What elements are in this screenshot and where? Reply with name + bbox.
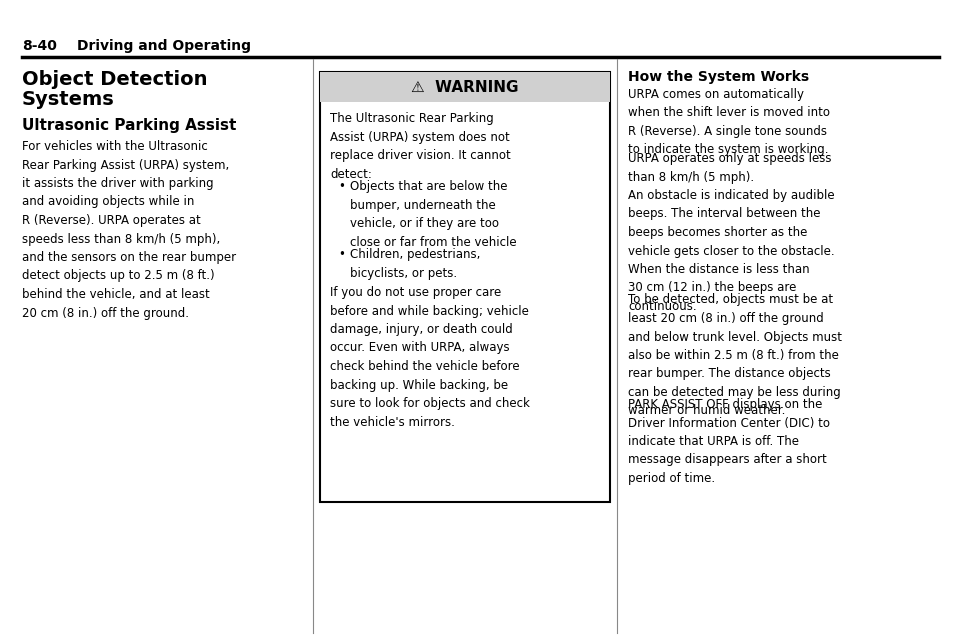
Text: For vehicles with the Ultrasonic
Rear Parking Assist (URPA) system,
it assists t: For vehicles with the Ultrasonic Rear Pa…: [22, 140, 236, 320]
Text: How the System Works: How the System Works: [627, 70, 808, 84]
Text: Children, pedestrians,
bicyclists, or pets.: Children, pedestrians, bicyclists, or pe…: [350, 248, 480, 279]
Text: •: •: [337, 180, 345, 193]
Text: Object Detection: Object Detection: [22, 70, 208, 89]
Text: Objects that are below the
bumper, underneath the
vehicle, or if they are too
cl: Objects that are below the bumper, under…: [350, 180, 517, 248]
Text: URPA comes on automatically
when the shift lever is moved into
R (Reverse). A si: URPA comes on automatically when the shi…: [627, 88, 829, 156]
Text: The Ultrasonic Rear Parking
Assist (URPA) system does not
replace driver vision.: The Ultrasonic Rear Parking Assist (URPA…: [330, 112, 510, 181]
Text: ⚠  WARNING: ⚠ WARNING: [411, 80, 518, 94]
Text: Ultrasonic Parking Assist: Ultrasonic Parking Assist: [22, 118, 236, 133]
Text: An obstacle is indicated by audible
beeps. The interval between the
beeps become: An obstacle is indicated by audible beep…: [627, 189, 834, 313]
Text: Systems: Systems: [22, 90, 114, 109]
Text: 8-40: 8-40: [22, 39, 57, 53]
Bar: [319, 72, 609, 102]
Text: Driving and Operating: Driving and Operating: [77, 39, 251, 53]
Text: •: •: [337, 248, 345, 261]
Text: URPA operates only at speeds less
than 8 km/h (5 mph).: URPA operates only at speeds less than 8…: [627, 152, 831, 184]
Text: PARK ASSIST OFF displays on the
Driver Information Center (DIC) to
indicate that: PARK ASSIST OFF displays on the Driver I…: [627, 398, 829, 485]
Text: To be detected, objects must be at
least 20 cm (8 in.) off the ground
and below : To be detected, objects must be at least…: [627, 293, 841, 417]
Text: If you do not use proper care
before and while backing; vehicle
damage, injury, : If you do not use proper care before and…: [330, 286, 529, 429]
Bar: [319, 72, 609, 502]
